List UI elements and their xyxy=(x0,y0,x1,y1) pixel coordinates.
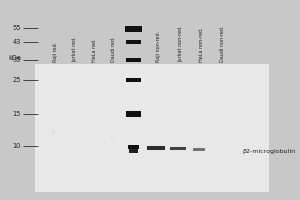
Bar xyxy=(126,78,141,82)
Text: HeLa red.: HeLa red. xyxy=(92,39,97,62)
Text: 43: 43 xyxy=(13,39,21,45)
Bar xyxy=(170,147,186,150)
Text: Jurkat non-red.: Jurkat non-red. xyxy=(178,26,183,62)
Text: Daudi red.: Daudi red. xyxy=(111,37,116,62)
Bar xyxy=(129,148,138,153)
Text: β2-microglobulin: β2-microglobulin xyxy=(242,148,296,154)
Bar xyxy=(128,145,139,149)
Bar xyxy=(193,148,205,150)
Bar xyxy=(34,64,268,192)
Bar xyxy=(147,146,165,150)
Text: Raji red.: Raji red. xyxy=(52,42,58,62)
Bar xyxy=(126,40,141,44)
Text: 10: 10 xyxy=(13,143,21,149)
Text: 25: 25 xyxy=(13,77,21,83)
Bar xyxy=(126,111,141,117)
Text: Daudi non-red.: Daudi non-red. xyxy=(220,26,226,62)
Bar xyxy=(126,58,141,62)
Text: Jurkat red.: Jurkat red. xyxy=(72,37,77,62)
Text: 15: 15 xyxy=(13,111,21,117)
Text: 55: 55 xyxy=(13,25,21,31)
Text: HeLa non-red.: HeLa non-red. xyxy=(199,28,204,62)
Text: Raji non-red.: Raji non-red. xyxy=(156,31,161,62)
Text: 35: 35 xyxy=(13,57,21,63)
Bar xyxy=(125,26,142,32)
Text: kDa: kDa xyxy=(8,55,21,61)
